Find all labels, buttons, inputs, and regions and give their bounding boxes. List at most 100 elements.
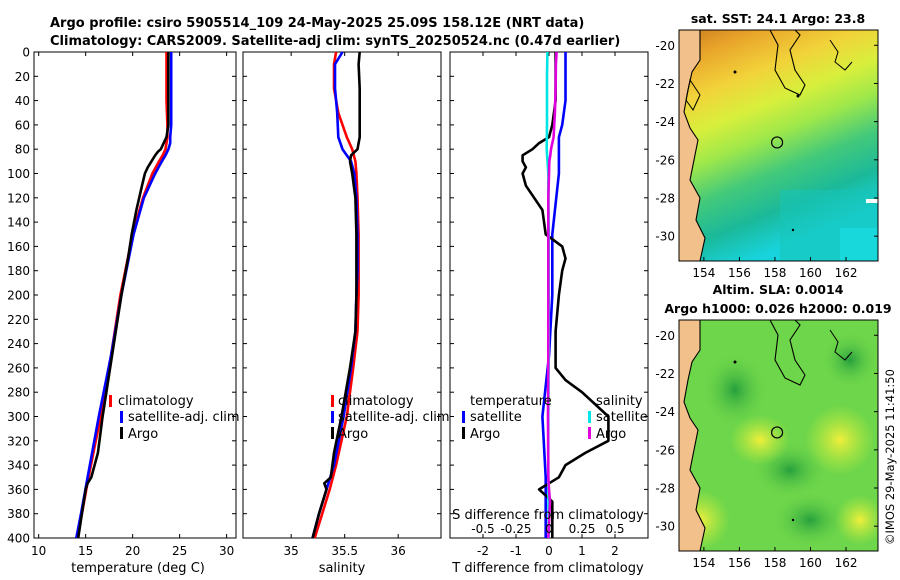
y-tick-label: 200: [7, 289, 30, 303]
series-line-salinity-argo: [546, 51, 558, 539]
argo-position-marker: [770, 136, 784, 149]
missing-data: [866, 199, 878, 203]
islet: [791, 228, 795, 232]
map-lon-label: 156: [728, 556, 751, 570]
s-tick-label: -0.25: [500, 522, 531, 536]
sla-map-title-2: Argo h1000: 0.026 h2000: 0.019: [664, 301, 891, 316]
x-tick-label: 25: [172, 544, 187, 558]
s-difference-label: S difference from climatology: [452, 508, 644, 523]
argo-position-marker: [770, 426, 784, 439]
legend-t-satellite: satellite: [470, 410, 522, 425]
y-tick-label: 80: [15, 143, 30, 157]
x-tick-label: 35.5: [331, 544, 358, 558]
coastline: [683, 320, 706, 551]
y-tick-label: 220: [7, 313, 30, 327]
legend-s-argo: Argo: [596, 427, 626, 442]
y-tick-label: 280: [7, 386, 30, 400]
sla-low-anomaly: [700, 350, 770, 430]
legend-swatch-argo: [120, 427, 123, 439]
sla-map-title-1: Altim. SLA: 0.0014: [713, 282, 844, 297]
map-lat-label: -26: [655, 153, 675, 167]
legend-swatch-climatology: [109, 395, 112, 407]
difference-xlabel: T difference from climatology: [451, 561, 644, 576]
map-lon-label: 154: [692, 266, 715, 280]
islet: [733, 360, 737, 364]
y-tick-label: 20: [15, 70, 30, 84]
legend-satellite: satellite-adj. clim: [128, 410, 240, 425]
y-tick-label: 300: [7, 410, 30, 424]
y-tick-label: 0: [22, 46, 30, 60]
reef-outline-2: [829, 39, 853, 71]
y-tick-label: 180: [7, 264, 30, 278]
y-tick-label: 380: [7, 507, 30, 521]
legend-swatch-satellite: [120, 411, 123, 423]
map-lat-label: -30: [655, 520, 675, 534]
legend-swatch-argo: [331, 427, 334, 439]
temperature-legend: climatology satellite-adj. clim Argo: [109, 394, 240, 442]
title-line-1: Argo profile: csiro 5905514_109 24-May-2…: [50, 16, 584, 31]
map-lat-label: -24: [655, 115, 675, 129]
sst-map-title: sat. SST: 24.1 Argo: 23.8: [691, 11, 865, 26]
y-tick-label: 320: [7, 434, 30, 448]
legend-s-satellite: satellite: [596, 410, 648, 425]
legend-swatch-s-satellite: [588, 411, 591, 423]
x-tick-label: 36: [391, 544, 406, 558]
x-tick-label: -1: [510, 544, 522, 558]
difference-profile-panel: -2 -1 0 1 2: [449, 51, 649, 558]
x-tick-label: 0: [545, 544, 553, 558]
sst-map: 154 156 158 160 162 -20 -22 -24 -26 -28 -30: [655, 29, 879, 280]
legend-climatology: climatology: [338, 394, 414, 409]
y-tick-label: 160: [7, 240, 30, 254]
title-line-2: Climatology: CARS2009. Satellite-adj cli…: [50, 34, 620, 49]
sla-map-frame: [678, 319, 879, 552]
sla-map: 154 156 158 160 162 -20 -22 -24 -26 -28 -30: [655, 319, 879, 570]
legend-temperature-title: temperature: [470, 394, 552, 409]
x-tick-label: 10: [31, 544, 46, 558]
legend-swatch-satellite: [331, 411, 334, 423]
map-lat-label: -26: [655, 443, 675, 457]
islet: [733, 70, 737, 74]
series-line-satellite-adj-clim: [75, 52, 173, 539]
s-tick-label: -0.5: [471, 522, 494, 536]
x-tick-label: -2: [477, 544, 489, 558]
legend-climatology: climatology: [118, 394, 194, 409]
series-line-temperature-argo: [521, 52, 610, 538]
chesterfield-outline: [769, 30, 806, 96]
map-lon-label: 154: [692, 556, 715, 570]
map-lat-label: -22: [655, 77, 675, 91]
sla-low-anomaly: [820, 330, 878, 390]
y-tick-label: 120: [7, 191, 30, 205]
s-tick-label: 0.25: [569, 522, 596, 536]
y-tick-label: 240: [7, 337, 30, 351]
series-line-argo: [311, 51, 362, 539]
sla-low-anomaly: [770, 490, 850, 550]
s-tick-label: 0.5: [605, 522, 624, 536]
plot-frame: [33, 51, 237, 539]
map-lat-label: -20: [655, 39, 675, 53]
reef-outline-2: [829, 329, 853, 361]
map-lon-label: 162: [835, 266, 858, 280]
map-lat-label: -28: [655, 192, 675, 206]
map-lon-label: 160: [799, 266, 822, 280]
islet: [791, 518, 795, 522]
series-line-temperature-satellite: [541, 52, 567, 538]
sst-map-frame: [678, 29, 879, 262]
y-tick-label: 60: [15, 118, 30, 132]
map-lat-label: -28: [655, 482, 675, 496]
imos-credit: ©IMOS 29-May-2025 11:41:50: [883, 369, 897, 545]
y-tick-label: 260: [7, 361, 30, 375]
legend-argo: Argo: [128, 427, 158, 442]
x-tick-label: 15: [78, 544, 93, 558]
y-tick-label: 40: [15, 94, 30, 108]
salinity-profile-panel: 35 35.5 36: [242, 51, 442, 558]
map-lon-label: 158: [763, 266, 786, 280]
x-tick-label: 35: [284, 544, 299, 558]
difference-legend: temperature satellite Argo salinity sate…: [462, 394, 648, 442]
x-tick-label: 20: [125, 544, 140, 558]
salinity-legend: climatology satellite-adj. clim Argo: [331, 394, 450, 442]
legend-swatch-t-satellite: [462, 411, 465, 423]
map-lon-label: 156: [728, 266, 751, 280]
depth-axis: 0 20 40 60 80 100 120 140 160 180 200 220 240 260 280 3…: [7, 46, 30, 546]
sla-high-anomaly: [835, 495, 878, 545]
